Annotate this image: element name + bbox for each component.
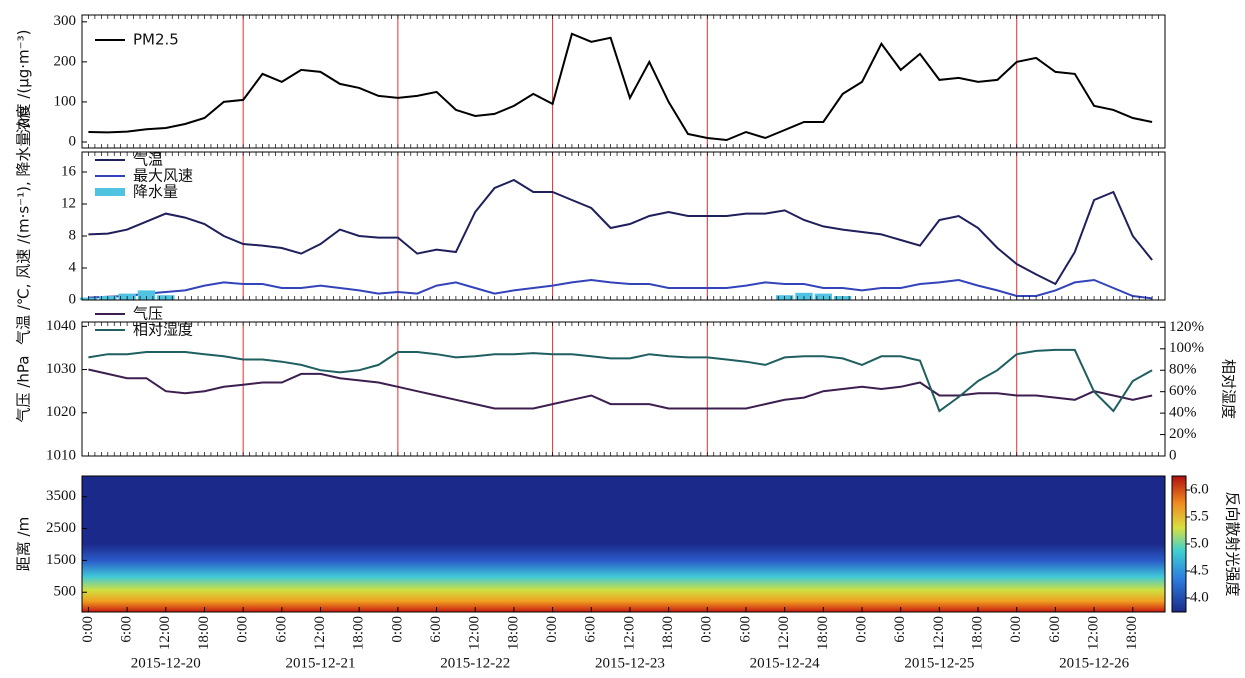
y2-axis-label: 相对湿度 (1220, 359, 1238, 419)
date-label: 2015-12-23 (595, 655, 665, 671)
x-tick-label: 18:00 (969, 616, 985, 650)
colorbar-tick-label: 4.0 (1190, 589, 1209, 605)
series-line (88, 180, 1152, 284)
y-tick-label: 200 (54, 53, 77, 69)
series-line (88, 350, 1152, 411)
x-tick-label: 0:00 (699, 616, 715, 643)
y2-tick-label: 60% (1169, 383, 1197, 399)
y-axis-label: 距离 /m (15, 517, 33, 571)
series-line (88, 370, 1152, 409)
x-tick-label: 18:00 (815, 616, 831, 650)
x-tick-label: 12:00 (931, 616, 947, 650)
x-tick-label: 18:00 (196, 616, 212, 650)
x-tick-label: 18:00 (1124, 616, 1140, 650)
y-tick-label: 3500 (46, 488, 76, 504)
y-tick-label: 0 (69, 133, 77, 149)
y-tick-label: 8 (69, 227, 77, 243)
colorbar-tick-label: 4.5 (1190, 562, 1209, 578)
y2-tick-label: 120% (1169, 319, 1204, 335)
y2-tick-label: 100% (1169, 340, 1204, 356)
x-tick-label: 0:00 (80, 616, 96, 643)
x-tick-label: 0:00 (1008, 616, 1024, 643)
y-tick-label: 16 (61, 163, 77, 179)
x-tick-label: 12:00 (776, 616, 792, 650)
x-tick-label: 6:00 (583, 616, 599, 643)
date-label: 2015-12-21 (286, 655, 356, 671)
y-tick-label: 500 (54, 584, 77, 600)
y-tick-label: 100 (54, 93, 77, 109)
x-tick-label: 0:00 (853, 616, 869, 643)
legend-label: 相对湿度 (133, 321, 193, 339)
heatmap-field (82, 476, 1165, 612)
colorbar-tick-label: 5.0 (1190, 535, 1209, 551)
x-tick-label: 6:00 (737, 616, 753, 643)
y2-tick-label: 40% (1169, 405, 1197, 421)
plot-frame (82, 322, 1165, 456)
date-label: 2015-12-22 (440, 655, 510, 671)
x-tick-label: 12:00 (621, 616, 637, 650)
colorbar-label: 反向散射光强度 (1224, 491, 1242, 596)
x-tick-label: 6:00 (1047, 616, 1063, 643)
y-tick-label: 0 (69, 291, 77, 307)
x-tick-label: 6:00 (892, 616, 908, 643)
x-tick-label: 0:00 (235, 616, 251, 643)
y-tick-label: 12 (61, 195, 76, 211)
x-tick-label: 0:00 (544, 616, 560, 643)
series-line (88, 34, 1152, 140)
y-tick-label: 1040 (46, 318, 76, 334)
colorbar-tick-label: 5.5 (1190, 508, 1209, 524)
series-line (88, 280, 1152, 298)
x-tick-label: 18:00 (505, 616, 521, 650)
x-tick-label: 12:00 (157, 616, 173, 650)
y-tick-label: 1500 (46, 552, 76, 568)
x-tick-label: 6:00 (119, 616, 135, 643)
date-label: 2015-12-24 (750, 655, 820, 671)
figure: PM2.50100200300浓度 /(μg·m⁻³)气温最大风速降水量0481… (0, 0, 1245, 678)
x-tick-label: 12:00 (312, 616, 328, 650)
panel: 4.0 4.5 5.0 5.5 6.0 反向散射光强度 0:00 6:00 12:00 18:00… (15, 476, 1242, 671)
x-tick-label: 12:00 (1086, 616, 1102, 650)
colorbar-tick-label: 6.0 (1190, 481, 1209, 497)
plot-frame (82, 15, 1165, 148)
y-axis-label: 气温 /℃, 风速 /(m·s⁻¹), 降水量 /m (15, 107, 33, 345)
x-tick-label: 12:00 (467, 616, 483, 650)
y-tick-label: 2500 (46, 520, 76, 536)
panel: 气压相对湿度020%40%60%80%100%120%相对湿度101010201… (15, 305, 1238, 464)
y-tick-label: 4 (69, 259, 77, 275)
y-tick-label: 1020 (46, 404, 76, 420)
x-tick-label: 18:00 (660, 616, 676, 650)
y2-tick-label: 20% (1169, 426, 1197, 442)
colorbar (1172, 476, 1186, 612)
x-tick-label: 6:00 (273, 616, 289, 643)
x-tick-label: 6:00 (428, 616, 444, 643)
date-label: 2015-12-20 (131, 655, 201, 671)
date-label: 2015-12-25 (904, 655, 974, 671)
legend-swatch (95, 188, 125, 196)
date-label: 2015-12-26 (1059, 655, 1129, 671)
legend-label: 降水量 (133, 183, 178, 201)
legend-label: PM2.5 (133, 31, 179, 49)
y-axis-label: 气压 /hPa (15, 356, 33, 423)
x-tick-label: 18:00 (351, 616, 367, 650)
y-tick-label: 1010 (46, 447, 76, 463)
y-tick-label: 300 (54, 13, 77, 29)
y-tick-label: 1030 (46, 361, 76, 377)
x-tick-label: 0:00 (389, 616, 405, 643)
y2-tick-label: 0 (1169, 447, 1177, 463)
y2-tick-label: 80% (1169, 362, 1197, 378)
